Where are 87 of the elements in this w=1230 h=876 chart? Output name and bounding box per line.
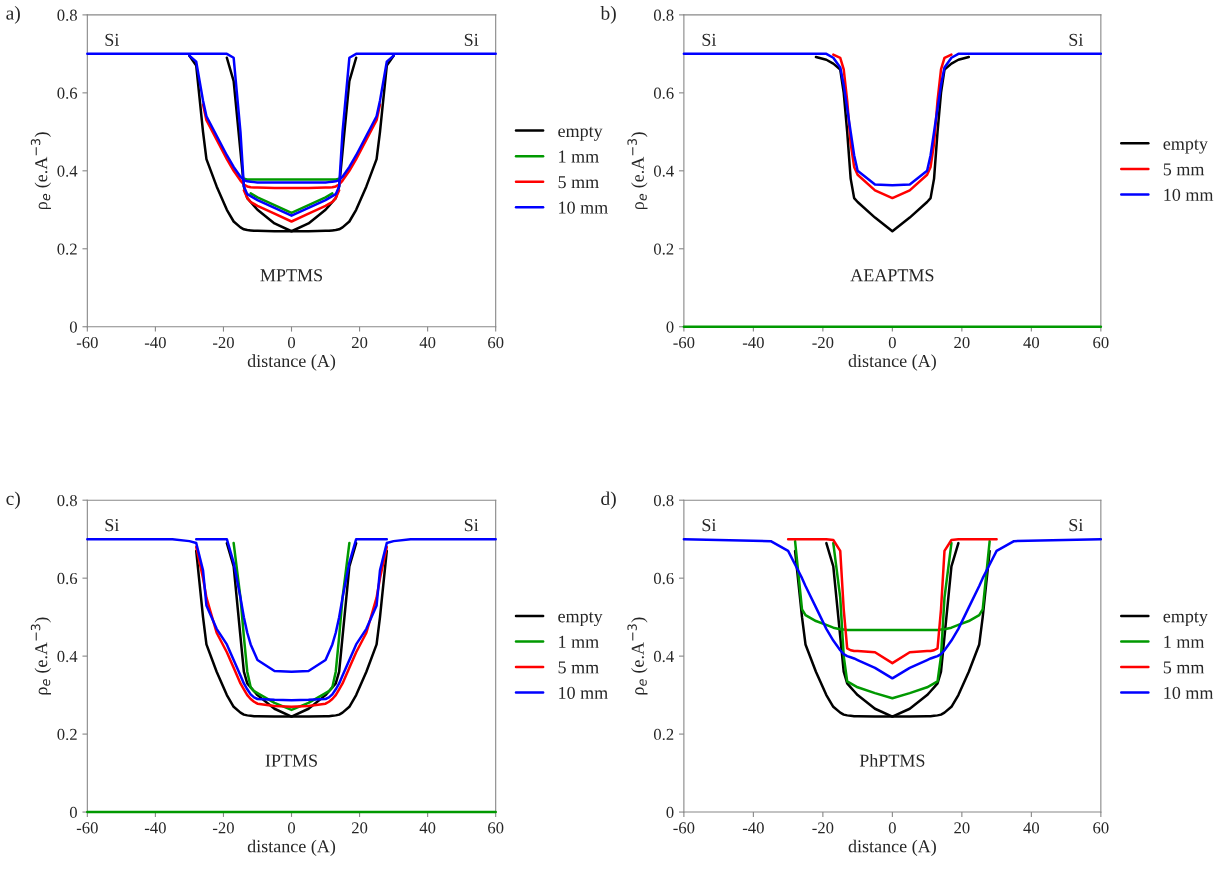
x-tick-label: 60 [1093,822,1109,834]
y-tick-label: 0.8 [653,494,674,507]
y-tick-label: 0.2 [57,728,77,741]
x-tick-label: -20 [812,822,834,834]
legend-label: empty [1163,612,1208,627]
x-tick-label: 0 [888,822,896,834]
x-axis-title: distance (A) [247,354,336,371]
y-tick-label: 0.6 [653,572,674,585]
y-tick-label: 0.8 [57,9,77,21]
x-axis-title: distance (A) [247,839,336,857]
x-tick-label: -40 [144,822,166,834]
y-tick-label: 0.6 [57,572,78,585]
chart-title: c) [6,491,20,510]
legend-label: empty [558,126,603,141]
x-tick-label: -40 [742,336,764,349]
x-tick-label: -20 [812,336,834,349]
x-tick-label: 40 [419,336,436,349]
annotation: Si [464,519,479,532]
annotation: Si [105,519,120,532]
y-tick-label: 0.4 [653,650,674,663]
y-tick-label: 0.6 [57,87,78,99]
y-tick-label: 0.8 [57,494,77,507]
x-tick-label: -60 [673,336,695,349]
legend-label: 10 mm [559,686,608,699]
x-tick-label: 20 [351,822,368,834]
annotation: Si [1069,519,1084,532]
y-tick-label: 0.4 [57,650,78,663]
annotation: Si [702,33,717,46]
legend-label: 5 mm [558,176,599,189]
x-tick-label: -60 [76,336,98,349]
legend-label: 10 mm [1164,188,1214,201]
y-tick-label: 0 [69,806,77,818]
y-tick-label: 0.6 [653,87,674,99]
legend-label: 5 mm [558,661,599,674]
y-tick-label: 0.2 [653,728,674,741]
chart-title: a) [6,6,20,24]
legend-label: 5 mm [1163,163,1205,176]
annotation: MPTMS [260,269,322,282]
x-tick-label: -20 [212,336,234,349]
legend-label: 10 mm [559,201,608,214]
y-tick-label: 0.2 [57,243,77,255]
y-tick-label: 0.4 [653,165,674,177]
x-tick-label: 20 [954,822,970,834]
y-axis-title: ρ$_{e}$ (e.A$^{−3}$) [627,132,648,210]
y-axis-title: ρ$_{e}$ (e.A$^{−3}$) [627,617,648,695]
legend-label: empty [1163,139,1208,154]
x-tick-label: 60 [1093,336,1109,349]
annotation: Si [702,519,717,532]
y-tick-label: 0.4 [57,165,78,177]
x-tick-label: -60 [76,822,98,834]
annotation: PhPTMS [859,753,925,767]
annotation: AEAPTMS [850,269,934,282]
legend-label: empty [558,612,603,627]
y-tick-label: 0 [666,806,674,818]
y-tick-label: 0.2 [653,243,674,255]
chart-title: d) [601,491,616,510]
legend-label: 1 mm [559,635,599,648]
x-tick-label: 0 [888,336,896,349]
annotation: Si [1069,33,1084,46]
x-tick-label: 20 [954,336,970,349]
y-tick-label: 0.8 [653,9,674,21]
x-axis-title: distance (A) [848,839,936,857]
x-tick-label: -40 [144,336,166,349]
x-tick-label: 0 [287,336,296,349]
y-axis-title: ρ$_{e}$ (e.A$^{−3}$) [30,617,51,695]
x-axis-title: distance (A) [848,354,936,371]
legend-label: 10 mm [1164,686,1214,699]
y-tick-label: 0 [69,321,77,333]
x-tick-label: 40 [419,822,436,834]
annotation: Si [464,33,479,46]
x-tick-label: 40 [1023,822,1040,834]
x-tick-label: -40 [742,822,764,834]
legend-label: 1 mm [1164,635,1205,648]
legend-label: 5 mm [1163,661,1205,674]
legend-label: 1 mm [559,150,599,163]
chart-title: b) [600,6,616,24]
x-tick-label: -20 [212,822,234,834]
x-tick-label: 20 [351,336,368,349]
x-tick-label: 60 [488,822,504,834]
annotation: Si [105,33,120,46]
y-tick-label: 0 [666,321,674,333]
x-tick-label: 60 [488,336,504,349]
x-tick-label: 0 [287,822,296,834]
x-tick-label: 40 [1023,336,1040,349]
x-tick-label: -60 [673,822,695,834]
y-axis-title: ρ$_{e}$ (e.A$^{−3}$) [30,132,51,210]
annotation: IPTMS [265,754,317,767]
